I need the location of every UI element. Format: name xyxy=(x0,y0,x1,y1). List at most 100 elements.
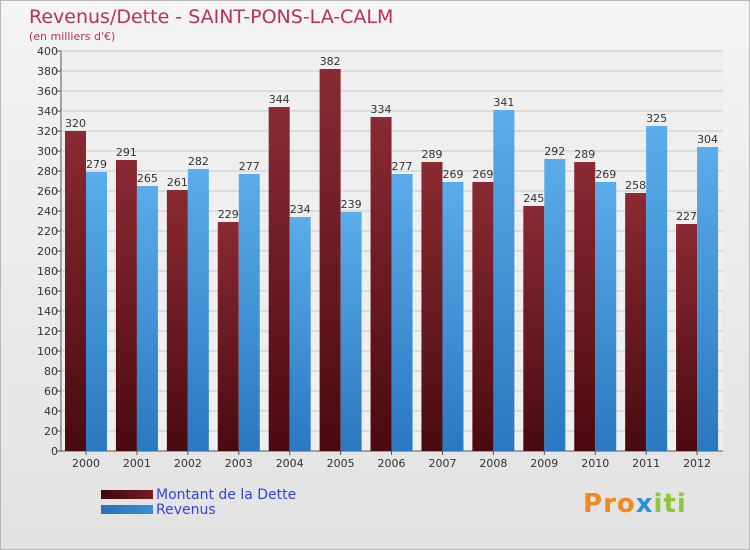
y-tick-label: 340 xyxy=(37,105,58,118)
legend-item-dette: Montant de la Dette xyxy=(101,487,296,502)
data-label-dette: 229 xyxy=(218,208,239,221)
data-label-revenus: 282 xyxy=(188,155,209,168)
y-tick-label: 160 xyxy=(37,285,58,298)
bar-revenus xyxy=(187,169,209,451)
data-label-revenus: 269 xyxy=(595,168,616,181)
bar-dette xyxy=(574,162,596,451)
data-label-revenus: 279 xyxy=(86,158,107,171)
bar-revenus xyxy=(391,174,413,451)
x-tick-label: 2004 xyxy=(276,457,304,470)
bar-dette xyxy=(625,193,647,451)
y-tick-label: 140 xyxy=(37,305,58,318)
logo-letter: P xyxy=(583,489,604,519)
legend-label-dette: Montant de la Dette xyxy=(156,486,297,503)
x-tick-label: 2009 xyxy=(530,457,558,470)
bar-revenus xyxy=(442,182,464,451)
bar-dette xyxy=(65,131,86,451)
bar-dette xyxy=(370,117,392,451)
chart-legend: Montant de la Dette Revenus xyxy=(101,487,296,517)
bar-dette xyxy=(523,206,545,451)
bar-dette xyxy=(217,222,239,451)
data-label-revenus: 341 xyxy=(493,96,514,109)
legend-label-revenus: Revenus xyxy=(156,501,216,518)
data-label-revenus: 234 xyxy=(290,203,311,216)
y-tick-label: 360 xyxy=(37,85,58,98)
chart-subtitle: (en milliers d'€) xyxy=(29,30,116,43)
data-label-dette: 291 xyxy=(116,146,137,159)
logo-letter: t xyxy=(663,489,677,519)
legend-swatch-dette xyxy=(101,490,153,499)
y-tick-label: 40 xyxy=(44,405,58,418)
bar-revenus xyxy=(86,172,107,451)
bar-revenus xyxy=(136,186,158,451)
data-label-dette: 261 xyxy=(167,176,188,189)
x-tick-label: 2002 xyxy=(174,457,202,470)
x-tick-label: 2011 xyxy=(632,457,660,470)
y-tick-label: 120 xyxy=(37,325,58,338)
y-tick-label: 380 xyxy=(37,65,58,78)
data-label-revenus: 304 xyxy=(697,133,718,146)
bar-revenus xyxy=(340,212,362,451)
logo-letter: x xyxy=(635,489,654,519)
y-tick-label: 200 xyxy=(37,245,58,258)
data-label-revenus: 265 xyxy=(137,172,158,185)
bar-revenus xyxy=(697,147,719,451)
data-label-revenus: 325 xyxy=(646,112,667,125)
x-tick-label: 2000 xyxy=(72,457,100,470)
data-label-dette: 245 xyxy=(523,192,544,205)
chart-title: Revenus/Dette - SAINT-PONS-LA-CALM xyxy=(29,6,394,28)
bar-dette xyxy=(472,182,494,451)
y-tick-label: 60 xyxy=(44,385,58,398)
legend-item-revenus: Revenus xyxy=(101,502,296,517)
bar-dette xyxy=(676,224,698,451)
data-label-dette: 382 xyxy=(320,55,341,68)
data-label-revenus: 239 xyxy=(341,198,362,211)
data-label-revenus: 292 xyxy=(544,145,565,158)
bar-revenus xyxy=(289,217,311,451)
data-label-dette: 258 xyxy=(625,179,646,192)
logo-letter: o xyxy=(616,489,636,519)
y-tick-label: 0 xyxy=(51,445,58,458)
data-label-dette: 269 xyxy=(472,168,493,181)
y-tick-label: 180 xyxy=(37,265,58,278)
x-tick-label: 2007 xyxy=(428,457,456,470)
bar-revenus xyxy=(238,174,260,451)
y-tick-label: 80 xyxy=(44,365,58,378)
bar-dette xyxy=(421,162,443,451)
x-tick-label: 2012 xyxy=(683,457,711,470)
bar-dette xyxy=(166,190,188,451)
data-label-revenus: 277 xyxy=(392,160,413,173)
logo-letter: r xyxy=(603,489,617,519)
bar-revenus xyxy=(544,159,566,451)
y-tick-label: 220 xyxy=(37,225,58,238)
data-label-dette: 344 xyxy=(269,93,290,106)
bar-dette xyxy=(115,160,137,451)
y-tick-label: 320 xyxy=(37,125,58,138)
y-tick-label: 280 xyxy=(37,165,58,178)
logo-letter: i xyxy=(653,489,664,519)
y-tick-label: 260 xyxy=(37,185,58,198)
data-label-revenus: 277 xyxy=(239,160,260,173)
data-label-dette: 289 xyxy=(574,148,595,161)
x-tick-label: 2001 xyxy=(123,457,151,470)
bar-revenus xyxy=(595,182,617,451)
x-tick-label: 2003 xyxy=(225,457,253,470)
bar-dette xyxy=(319,69,341,451)
data-label-revenus: 269 xyxy=(442,168,463,181)
data-label-dette: 227 xyxy=(676,210,697,223)
logo-letter: i xyxy=(676,489,687,519)
x-tick-label: 2008 xyxy=(479,457,507,470)
y-tick-label: 100 xyxy=(37,345,58,358)
data-label-dette: 320 xyxy=(65,117,86,130)
bar-revenus xyxy=(493,110,515,451)
y-tick-label: 20 xyxy=(44,425,58,438)
y-tick-label: 300 xyxy=(37,145,58,158)
data-label-dette: 289 xyxy=(421,148,442,161)
bar-revenus xyxy=(646,126,668,451)
data-label-dette: 334 xyxy=(371,103,392,116)
legend-swatch-revenus xyxy=(101,505,153,514)
y-tick-label: 240 xyxy=(37,205,58,218)
proxiti-logo: Proxiti xyxy=(583,489,687,519)
